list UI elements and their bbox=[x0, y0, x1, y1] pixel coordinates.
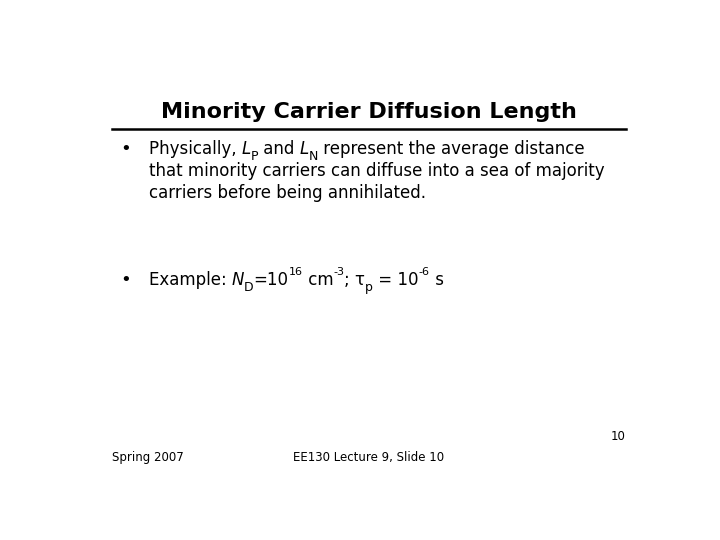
Text: L: L bbox=[241, 140, 251, 158]
Text: Minority Carrier Diffusion Length: Minority Carrier Diffusion Length bbox=[161, 102, 577, 122]
Text: s: s bbox=[430, 271, 444, 289]
Text: Example:: Example: bbox=[148, 271, 232, 289]
Text: 10: 10 bbox=[611, 430, 626, 443]
Text: Spring 2007: Spring 2007 bbox=[112, 451, 184, 464]
Text: P: P bbox=[251, 151, 258, 164]
Text: •: • bbox=[121, 271, 132, 289]
Text: = 10: = 10 bbox=[373, 271, 418, 289]
Text: N: N bbox=[232, 271, 244, 289]
Text: cm: cm bbox=[302, 271, 333, 289]
Text: Physically,: Physically, bbox=[148, 140, 241, 158]
Text: represent the average distance: represent the average distance bbox=[318, 140, 585, 158]
Text: L: L bbox=[300, 140, 309, 158]
Text: N: N bbox=[309, 151, 318, 164]
Text: -3: -3 bbox=[333, 267, 344, 277]
Text: =10: =10 bbox=[253, 271, 289, 289]
Text: EE130 Lecture 9, Slide 10: EE130 Lecture 9, Slide 10 bbox=[294, 451, 444, 464]
Text: -6: -6 bbox=[418, 267, 430, 277]
Text: •: • bbox=[121, 140, 132, 158]
Text: 16: 16 bbox=[289, 267, 302, 277]
Text: ; τ: ; τ bbox=[344, 271, 365, 289]
Text: p: p bbox=[365, 281, 373, 294]
Text: that minority carriers can diffuse into a sea of majority: that minority carriers can diffuse into … bbox=[148, 162, 604, 180]
Text: D: D bbox=[244, 281, 253, 294]
Text: and: and bbox=[258, 140, 300, 158]
Text: carriers before being annihilated.: carriers before being annihilated. bbox=[148, 184, 426, 202]
